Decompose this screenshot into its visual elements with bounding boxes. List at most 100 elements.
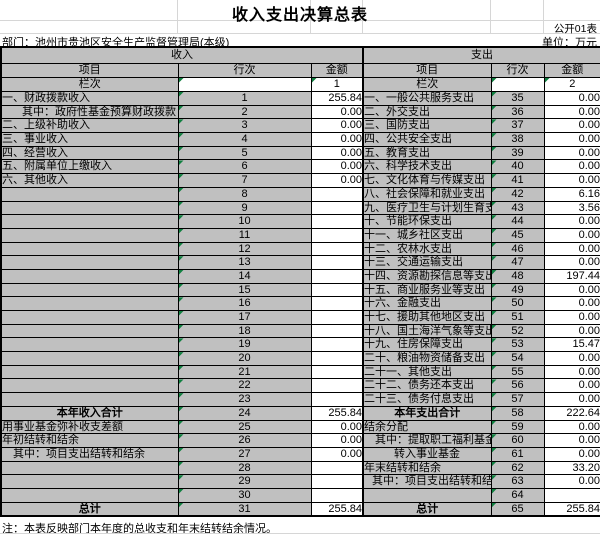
expense-item-cell[interactable]: 十八、国土海洋气象等支出 [362, 323, 492, 339]
income-amount-cell[interactable] [310, 351, 364, 366]
expense-item-cell[interactable]: 十六、金融支出 [362, 296, 492, 311]
expense-amount-cell[interactable]: 0.00 [543, 118, 600, 134]
income-item-header[interactable]: 项目 [0, 63, 179, 78]
expense-amount-cell[interactable]: 33.20 [543, 460, 600, 476]
income-amount-cell[interactable] [310, 323, 364, 339]
income-line-blank-cell[interactable] [177, 77, 312, 92]
income-line-cell[interactable]: 21 [177, 364, 312, 380]
income-amount-cell[interactable] [310, 200, 364, 216]
income-item-cell[interactable] [0, 268, 179, 284]
income-amount-cell[interactable] [310, 310, 364, 325]
expense-amount-cell[interactable]: 0.00 [543, 474, 600, 489]
income-amount-cell[interactable] [310, 392, 364, 407]
income-item-cell[interactable]: 年初结转和结余 [0, 433, 179, 448]
expense-item-cell[interactable]: 二十一、其他支出 [362, 364, 492, 380]
income-line-cell[interactable]: 2 [177, 104, 312, 120]
income-line-cell[interactable]: 26 [177, 433, 312, 448]
income-amount-cell[interactable]: 0.00 [310, 419, 364, 435]
expense-item-cell[interactable]: 十九、住房保障支出 [362, 337, 492, 353]
expense-amount-cell[interactable]: 0.00 [543, 419, 600, 435]
expense-item-cell[interactable]: 其中：提取职工福利基金 [362, 433, 492, 448]
expense-line-cell[interactable]: 46 [490, 241, 545, 257]
expense-line-cell[interactable]: 35 [490, 91, 545, 106]
expense-line-header[interactable]: 行次 [490, 63, 545, 78]
expense-item-cell[interactable]: 本年支出合计 [362, 405, 492, 421]
expense-line-cell[interactable]: 60 [490, 433, 545, 448]
expense-item-cell[interactable]: 其中：项目支出结转和结余 [362, 474, 492, 489]
expense-item-cell[interactable]: 总计 [362, 501, 492, 517]
income-item-cell[interactable] [0, 337, 179, 353]
expense-item-cell[interactable]: 转入事业基金 [362, 446, 492, 462]
income-amount-cell[interactable] [310, 364, 364, 380]
expense-line-blank-cell[interactable] [490, 77, 545, 92]
expense-line-cell[interactable]: 65 [490, 501, 545, 517]
income-amount-cell[interactable]: 0.00 [310, 145, 364, 161]
income-item-cell[interactable]: 四、经营收入 [0, 145, 179, 161]
expense-line-cell[interactable]: 37 [490, 118, 545, 134]
expense-line-cell[interactable]: 43 [490, 200, 545, 216]
income-line-cell[interactable]: 3 [177, 118, 312, 134]
expense-item-cell[interactable]: 二、外交支出 [362, 104, 492, 120]
income-line-cell[interactable]: 23 [177, 392, 312, 407]
income-line-cell[interactable]: 18 [177, 323, 312, 339]
expense-item-cell[interactable]: 九、医疗卫生与计划生育支出 [362, 200, 492, 216]
expense-amount-cell[interactable]: 15.47 [543, 337, 600, 353]
income-amount-cell[interactable]: 0.00 [310, 159, 364, 175]
expense-line-cell[interactable]: 47 [490, 255, 545, 270]
income-line-cell[interactable]: 13 [177, 255, 312, 270]
expense-line-cell[interactable]: 50 [490, 296, 545, 311]
expense-line-cell[interactable]: 57 [490, 392, 545, 407]
income-amount-cell[interactable] [310, 337, 364, 353]
income-amount-cell[interactable] [310, 474, 364, 489]
expense-amount-cell[interactable]: 0.00 [543, 241, 600, 257]
income-item-cell[interactable] [0, 282, 179, 298]
income-line-cell[interactable]: 1 [177, 91, 312, 106]
expense-item-cell[interactable] [362, 487, 492, 503]
income-item-cell[interactable]: 六、其他收入 [0, 173, 179, 188]
expense-amount-cell[interactable]: 0.00 [543, 446, 600, 462]
expense-amount-cell[interactable]: 0.00 [543, 433, 600, 448]
expense-amount-cell[interactable]: 0.00 [543, 159, 600, 175]
income-amount-cell[interactable]: 0.00 [310, 173, 364, 188]
expense-item-cell[interactable]: 十四、资源勘探信息等支出 [362, 268, 492, 284]
income-line-cell[interactable]: 28 [177, 460, 312, 476]
income-line-cell[interactable]: 15 [177, 282, 312, 298]
income-line-cell[interactable]: 9 [177, 200, 312, 216]
income-amount-cell[interactable] [310, 460, 364, 476]
expense-amount-cell[interactable]: 255.84 [543, 501, 600, 517]
expense-amount-cell[interactable]: 0.00 [543, 310, 600, 325]
income-amount-cell[interactable] [310, 186, 364, 202]
income-line-cell[interactable]: 11 [177, 227, 312, 243]
expense-amount-cell[interactable]: 0.00 [543, 364, 600, 380]
income-amount-cell[interactable]: 0.00 [310, 433, 364, 448]
income-amount-cell[interactable] [310, 241, 364, 257]
expense-amount-cell[interactable]: 0.00 [543, 282, 600, 298]
expense-line-cell[interactable]: 59 [490, 419, 545, 435]
expense-item-cell[interactable]: 二十、粮油物资储备支出 [362, 351, 492, 366]
income-line-cell[interactable]: 20 [177, 351, 312, 366]
income-line-cell[interactable]: 22 [177, 378, 312, 394]
income-line-cell[interactable]: 19 [177, 337, 312, 353]
expense-amount-cell[interactable]: 0.00 [543, 296, 600, 311]
income-amount-cell[interactable]: 0.00 [310, 446, 364, 462]
expense-line-cell[interactable]: 40 [490, 159, 545, 175]
expense-amount-cell[interactable]: 222.64 [543, 405, 600, 421]
income-item-cell[interactable] [0, 186, 179, 202]
income-item-cell[interactable]: 三、事业收入 [0, 132, 179, 147]
expense-item-cell[interactable]: 结余分配 [362, 419, 492, 435]
income-item-cell[interactable]: 本年收入合计 [0, 405, 179, 421]
income-line-cell[interactable]: 16 [177, 296, 312, 311]
expense-item-cell[interactable]: 六、科学技术支出 [362, 159, 492, 175]
expense-line-cell[interactable]: 44 [490, 214, 545, 229]
income-line-cell[interactable]: 8 [177, 186, 312, 202]
expense-line-cell[interactable]: 53 [490, 337, 545, 353]
expense-line-cell[interactable]: 45 [490, 227, 545, 243]
expense-line-cell[interactable]: 56 [490, 378, 545, 394]
expense-lanci-cell[interactable]: 栏次 [362, 77, 492, 92]
income-line-cell[interactable]: 4 [177, 132, 312, 147]
expense-line-cell[interactable]: 58 [490, 405, 545, 421]
income-line-cell[interactable]: 7 [177, 173, 312, 188]
income-item-cell[interactable]: 五、附属单位上缴收入 [0, 159, 179, 175]
income-line-cell[interactable]: 29 [177, 474, 312, 489]
income-item-cell[interactable]: 用事业基金弥补收支差额 [0, 419, 179, 435]
